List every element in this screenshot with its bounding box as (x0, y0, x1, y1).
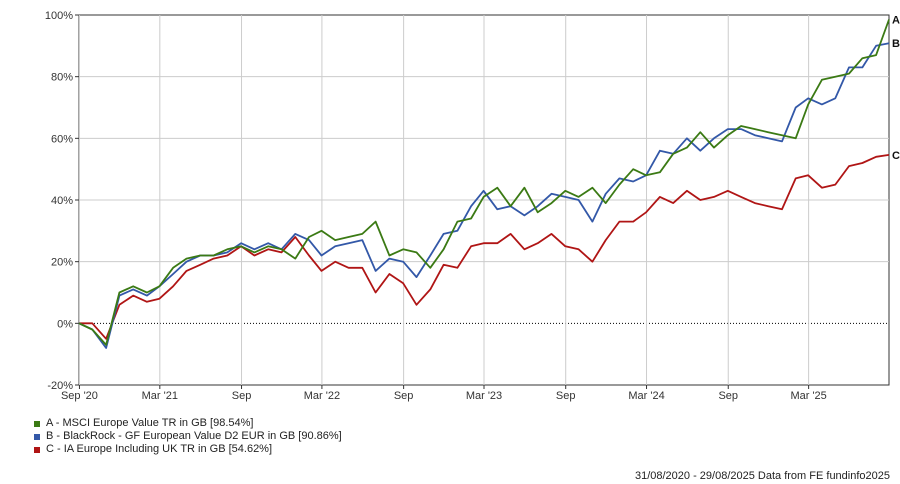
y-tick-label: 60% (51, 133, 73, 145)
y-tick-label: 20% (51, 257, 73, 269)
end-label-b: B (892, 38, 900, 50)
legend-label: A - MSCI Europe Value TR in GB [98.54%] (46, 417, 254, 429)
legend-item-c: C - IA Europe Including UK TR in GB [54.… (34, 443, 342, 456)
legend-label: C - IA Europe Including UK TR in GB [54.… (46, 443, 273, 455)
y-tick-label: 100% (45, 10, 73, 22)
x-tick-label: Sep (394, 390, 414, 402)
y-tick-label: 40% (51, 195, 73, 207)
x-tick-label: Sep (718, 390, 738, 402)
x-tick-label: Mar '21 (142, 390, 178, 402)
x-tick-label: Sep '20 (61, 390, 98, 402)
x-tick-label: Mar '24 (628, 390, 664, 402)
series-line-c (79, 154, 890, 340)
series-line-a (78, 19, 890, 346)
end-label-a: A (892, 15, 900, 27)
x-tick-label: Mar '22 (304, 390, 340, 402)
footer-source: Data from FE fundinfo2025 (757, 470, 890, 482)
series-lines (78, 19, 890, 349)
x-tick-label: Sep (232, 390, 252, 402)
series-end-labels: AB C (892, 15, 900, 162)
footer-date-range: 31/08/2020 - 29/08/2025 (634, 470, 755, 482)
legend-item-a: A - MSCI Europe Value TR in GB [98.54%] (34, 417, 342, 430)
y-tick-label: 80% (51, 72, 73, 84)
y-tick-label: -20% (47, 380, 73, 392)
legend: A - MSCI Europe Value TR in GB [98.54%] B… (34, 417, 342, 456)
x-tick-label: Mar '23 (466, 390, 502, 402)
legend-swatch (34, 446, 40, 453)
y-tick-label: 0% (57, 318, 73, 330)
x-axis: Sep '20 Mar '21 Sep Mar '22 Sep Mar '23 Sep Mar… (61, 385, 827, 402)
y-axis: 100% 80% 60% 40% 20% 0% -20% (45, 10, 79, 392)
x-tick-label: Sep (556, 390, 576, 402)
legend-item-b: B - BlackRock - GF European Value D2 EUR… (34, 430, 342, 443)
end-label-c: C (892, 150, 900, 162)
legend-label: B - BlackRock - GF European Value D2 EUR… (46, 430, 342, 442)
legend-swatch (34, 420, 40, 427)
x-tick-label: Mar '25 (790, 390, 826, 402)
legend-swatch (34, 433, 40, 440)
footer: 31/08/2020 - 29/08/2025 Data from FE fun… (635, 470, 890, 482)
